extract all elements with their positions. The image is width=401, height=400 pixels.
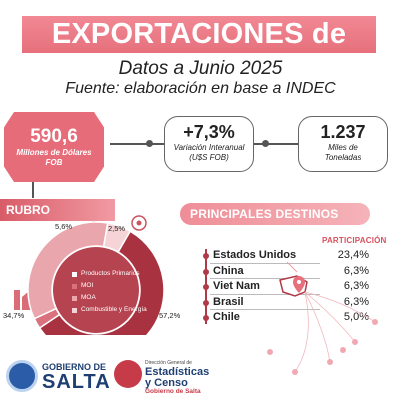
- legend-swatch: [72, 295, 77, 301]
- legend-swatch: [72, 271, 77, 277]
- destination-marker: [203, 299, 209, 306]
- legend-label: MOA: [81, 294, 96, 301]
- legend-label: Combustible y Energía: [81, 306, 147, 313]
- donut-slice-primary: [38, 230, 165, 335]
- legend-item: Productos Primarios: [72, 268, 147, 280]
- destination-row: Chile 5,0%: [203, 311, 383, 325]
- destination-name: Estados Unidos: [213, 249, 297, 261]
- energy-icon: [131, 215, 147, 231]
- kpi-tons-label-2: Toneladas: [324, 153, 362, 162]
- subtitle-date: Datos a Junio 2025: [118, 58, 283, 79]
- destination-marker: [203, 284, 209, 290]
- destination-marker: [203, 268, 209, 275]
- kpi-connector-vertical: [32, 180, 34, 198]
- kpi-connector-dot: [146, 140, 153, 147]
- donut-label-moi: 2,5%: [108, 224, 126, 233]
- kpi-variation-label: Variación Interanual: [173, 143, 245, 152]
- kpi-tons-value: 1.237: [320, 122, 366, 142]
- donut-label-moa: 34,7%: [3, 311, 25, 320]
- est-logo-line2: y Censo: [145, 377, 188, 389]
- kpi-variation: +7,3% Variación Interanual (U$S FOB): [164, 116, 254, 172]
- rubro-heading: RUBRO: [0, 199, 115, 221]
- donut-slice-fuel: [102, 222, 132, 253]
- destination-share: 5,0%: [343, 311, 369, 323]
- kpi-tons: 1.237 Miles de Toneladas: [298, 116, 388, 172]
- est-logo-line3: Gobierno de Salta: [145, 388, 201, 395]
- destination-row: Brasil 6,3%: [203, 296, 383, 310]
- donut-legend: Productos Primarios MOI MOA Combustible …: [72, 268, 147, 316]
- kpi-tons-label: Miles de: [328, 143, 358, 152]
- legend-item: MOI: [72, 280, 147, 292]
- destination-name: Brasil: [213, 295, 244, 308]
- est-logo-line1: Estadísticas: [145, 366, 210, 378]
- location-pin-icon: [293, 276, 305, 293]
- legend-label: Productos Primarios: [81, 270, 140, 277]
- donut-label-fuel: 5,6%: [55, 222, 73, 231]
- kpi-connector-dot: [262, 140, 269, 147]
- page-title: EXPORTACIONES de SALTA: [22, 16, 376, 87]
- subtitle-source: Fuente: elaboración en base a INDEC: [65, 80, 336, 97]
- destination-separator: [210, 278, 320, 279]
- destination-name: Chile: [213, 311, 240, 323]
- destination-separator: [210, 262, 320, 264]
- legend-swatch: [72, 307, 77, 313]
- kpi-fob-label-2: FOB: [45, 158, 63, 167]
- legend-item: Combustible y Energía: [72, 304, 147, 316]
- kpi-variation-label-2: (U$S FOB): [189, 153, 229, 162]
- gov-logo-line2: SALTA: [42, 371, 111, 393]
- destination-row: Viet Nam 6,3%: [203, 280, 383, 294]
- gobierno-salta-logo: GOBIERNO DE SALTA: [6, 358, 111, 394]
- destinos-heading: PRINCIPALES DESTINOS: [180, 203, 370, 225]
- donut-label-primary: 57,2%: [159, 311, 181, 320]
- kpi-fob-label: Millones de Dólares: [16, 148, 92, 157]
- destination-share: 6,3%: [343, 264, 369, 277]
- destination-marker: [203, 253, 209, 259]
- kpi-variation-value: +7,3%: [183, 122, 235, 142]
- legend-label: MOI: [81, 282, 94, 289]
- legend-item: MOA: [72, 292, 147, 304]
- destination-share: 23,4%: [337, 249, 369, 261]
- gov-logo-line1: GOBIERNO DE: [42, 362, 107, 372]
- est-logo-line0: Dirección General de: [145, 360, 192, 366]
- destination-share: 6,3%: [343, 295, 369, 308]
- participation-label: PARTICIPACIÓN: [322, 236, 387, 245]
- destination-separator: [210, 309, 320, 310]
- destination-row: China 6,3%: [203, 265, 383, 279]
- estadisticas-logo: Dirección General de Estadísticas y Cens…: [114, 358, 254, 396]
- salta-emblem-icon: [6, 360, 38, 392]
- legend-swatch: [72, 283, 77, 289]
- kpi-fob: 590,6 Millones de Dólares FOB: [4, 112, 104, 182]
- destination-name: China: [213, 264, 244, 277]
- world-map-graphic: [267, 262, 378, 375]
- destination-marker: [203, 315, 209, 321]
- destination-share: 6,3%: [343, 280, 369, 292]
- destination-separator: [210, 293, 320, 295]
- destination-row: Estados Unidos 23,4%: [203, 249, 383, 263]
- kpi-fob-value: 590,6: [30, 126, 78, 147]
- destination-name: Viet Nam: [213, 280, 260, 292]
- stats-emblem-icon: [114, 360, 142, 388]
